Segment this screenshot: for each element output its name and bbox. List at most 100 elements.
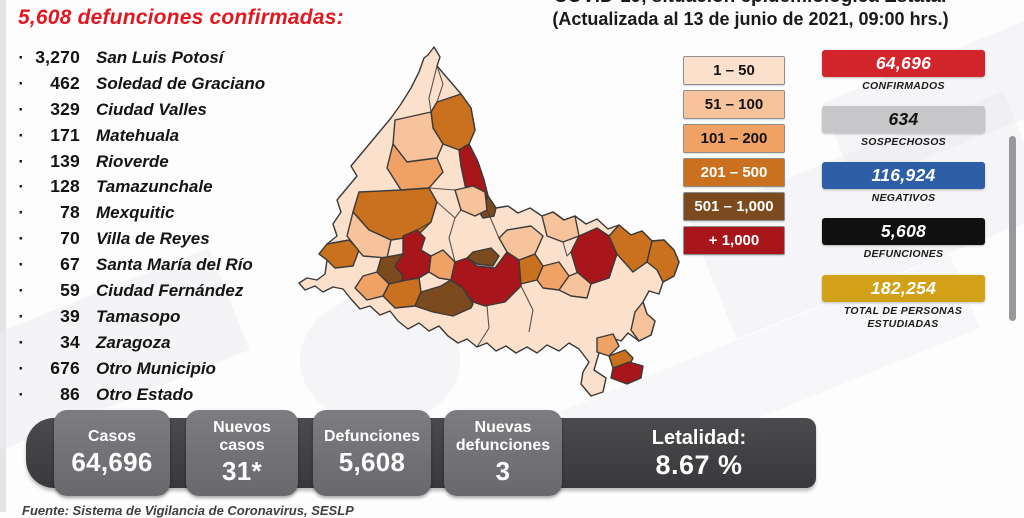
death-count: 78 [60,202,80,223]
death-count: 329 [50,98,80,119]
list-item: · 39 Tamasopo [10,306,290,332]
deaths-title: 5,608 defunciones confirmadas: [18,6,344,29]
bullet: · [18,255,24,275]
studied-total: 182,254 [822,274,985,302]
deaths-total: 5,608 [822,218,985,246]
list-item: · 171 Matehuala [10,125,290,151]
map-region-tamazunchale [610,361,644,385]
map-internal-border [428,187,456,191]
suspected-label: SOSPECHOSOS [861,136,946,149]
bullet: · [18,151,24,171]
list-item: · 3,270 San Luis Potosí [10,47,290,73]
summary-box-value: 3 [495,456,511,487]
death-count: 67 [60,254,80,275]
summary-box-value: 5,608 [338,447,406,478]
source-note: Fuente: Sistema de Vigilancia de Coronav… [22,503,354,518]
municipality-name: Tamasopo [96,306,181,326]
death-count: 676 [50,357,80,378]
legend-item: 101 – 200 [683,124,785,153]
municipality-name: Tamazunchale [96,177,213,197]
map-internal-border [476,305,490,348]
bullet: · [18,125,24,145]
summary-box-value: 64,696 [71,447,153,478]
summary-box-casos: Casos 64,696 [54,410,170,496]
map-internal-border [416,221,432,231]
map-region [386,143,444,191]
bullet: · [18,48,24,67]
negative-label: NEGATIVOS [871,192,936,205]
municipality-name: Mexquitic [96,203,175,223]
municipality-name: Santa María del Río [96,255,253,275]
list-item: · 78 Mexquitic [10,202,290,228]
map-internal-border [486,209,500,239]
bullet: · [18,332,24,352]
bullet: · [18,73,24,93]
map-region [498,225,544,261]
studied-label: TOTAL DE PERSONAS ESTUDIADAS [843,304,963,330]
list-item: · 329 Ciudad Valles [10,99,290,125]
legend-item: + 1,000 [683,226,785,255]
summary-box-label: Defunciones [323,427,420,445]
municipality-name: Matehuala [96,125,180,145]
map-internal-border [520,285,534,333]
bullet: · [18,177,24,197]
bullet: · [18,99,24,119]
list-item: · 70 Villa de Reyes [10,228,290,254]
list-item: · 676 Otro Municipio [10,358,290,384]
map-region [646,239,680,283]
death-count: 86 [60,383,80,404]
confirmed-total: 64,696 [822,50,985,77]
list-item: · 128 Tamazunchale [10,176,290,202]
summary-box-nuevas-defunciones: Nuevas defunciones 3 [444,410,562,496]
map-region [318,239,360,269]
bullet: · [18,281,24,301]
legend-item: 1 – 50 [683,56,785,85]
map-internal-border [428,65,438,113]
municipality-name: Otro Municipio [96,358,216,378]
list-item: · 462 Soledad de Graciano [10,73,290,99]
municipality-name: Rioverde [96,151,169,171]
confirmed-label: CONFIRMADOS [862,80,945,92]
suspected-total: 634 [822,106,985,134]
list-item: · 67 Santa María del Río [10,254,290,280]
map-region [354,271,390,301]
legend-item: 51 – 100 [683,90,785,119]
bullet: · [18,203,24,223]
death-count: 34 [60,331,80,352]
map-region [596,333,620,357]
bullet: · [18,358,24,378]
deaths-label: DEFUNCIONES [863,248,944,261]
list-item: · 34 Zaragoza [10,332,290,358]
report-updated-subtitle: (Actualizada al 13 de junio de 2021, 09:… [552,9,949,29]
map-internal-border [562,241,572,257]
totals-panel: 64,696 CONFIRMADOS 634 SOSPECHOSOS 116,9… [822,50,985,344]
municipality-name: Soledad de Graciano [96,73,266,93]
list-item: · 86 Otro Estado [10,384,290,410]
map-internal-border [436,65,444,103]
municipality-name: Zaragoza [96,332,171,352]
municipality-name: Otro Estado [96,384,194,404]
negative-total: 116,924 [822,162,985,190]
legend-item: 501 – 1,000 [683,192,785,221]
scrollbar-thumb[interactable] [1009,136,1016,321]
death-count: 70 [60,228,80,249]
death-count: 39 [60,305,80,326]
legend-item: 201 – 500 [683,158,785,187]
choropleth-map-san-luis-potosi [291,40,683,405]
map-region [630,301,656,342]
death-count: 462 [50,72,80,93]
death-count: 3,270 [35,47,80,67]
map-internal-border [448,217,456,263]
summary-box-label: Nuevos casos [213,418,271,454]
summary-box-nuevos-casos: Nuevos casos 31* [186,410,298,496]
municipality-name: Villa de Reyes [96,229,210,249]
lethality-value: 8.67 % [655,450,743,480]
list-item: · 59 Ciudad Fernández [10,280,290,306]
map-region [541,211,580,243]
bullet: · [18,384,24,404]
lethality-label: Letalidad: [651,427,747,449]
report-title: COVID-19, situación epidemiológica Estat… [500,0,1000,8]
bullet: · [18,306,24,326]
death-count: 139 [50,150,80,171]
summary-box-label: Casos [87,427,137,445]
